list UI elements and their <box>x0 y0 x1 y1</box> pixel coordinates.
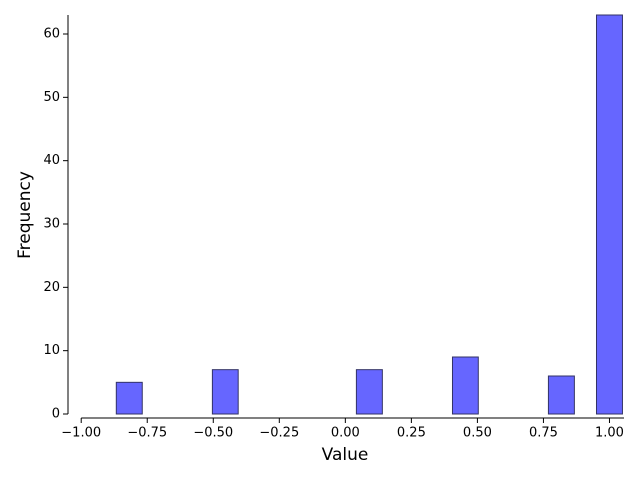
x-tick-label: −0.25 <box>259 426 299 441</box>
y-tick-label: 50 <box>43 90 60 105</box>
bar <box>355 369 383 415</box>
x-axis-label: Value <box>322 445 369 465</box>
x-tick-label: −0.50 <box>193 426 233 441</box>
x-tick-label: 0.50 <box>463 426 492 441</box>
x-tick-label: 0.25 <box>397 426 426 441</box>
y-tick-label: 20 <box>43 280 60 295</box>
x-tick-label: 0.75 <box>529 426 558 441</box>
x-tick-label: −0.75 <box>127 426 167 441</box>
y-axis-label: Frequency <box>15 171 35 259</box>
y-tick-label: 0 <box>52 407 60 422</box>
bar <box>547 375 575 415</box>
bar <box>115 381 143 415</box>
y-tick-label: 10 <box>43 343 60 358</box>
x-tick-label: 0.00 <box>331 426 360 441</box>
bar <box>451 356 479 415</box>
x-tick-label: −1.00 <box>61 426 101 441</box>
y-tick-label: 30 <box>43 217 60 232</box>
y-tick-label: 40 <box>43 153 60 168</box>
bar <box>211 369 239 415</box>
bar <box>595 14 623 415</box>
x-tick-label: 1.00 <box>595 426 624 441</box>
y-tick-label: 60 <box>43 27 60 42</box>
